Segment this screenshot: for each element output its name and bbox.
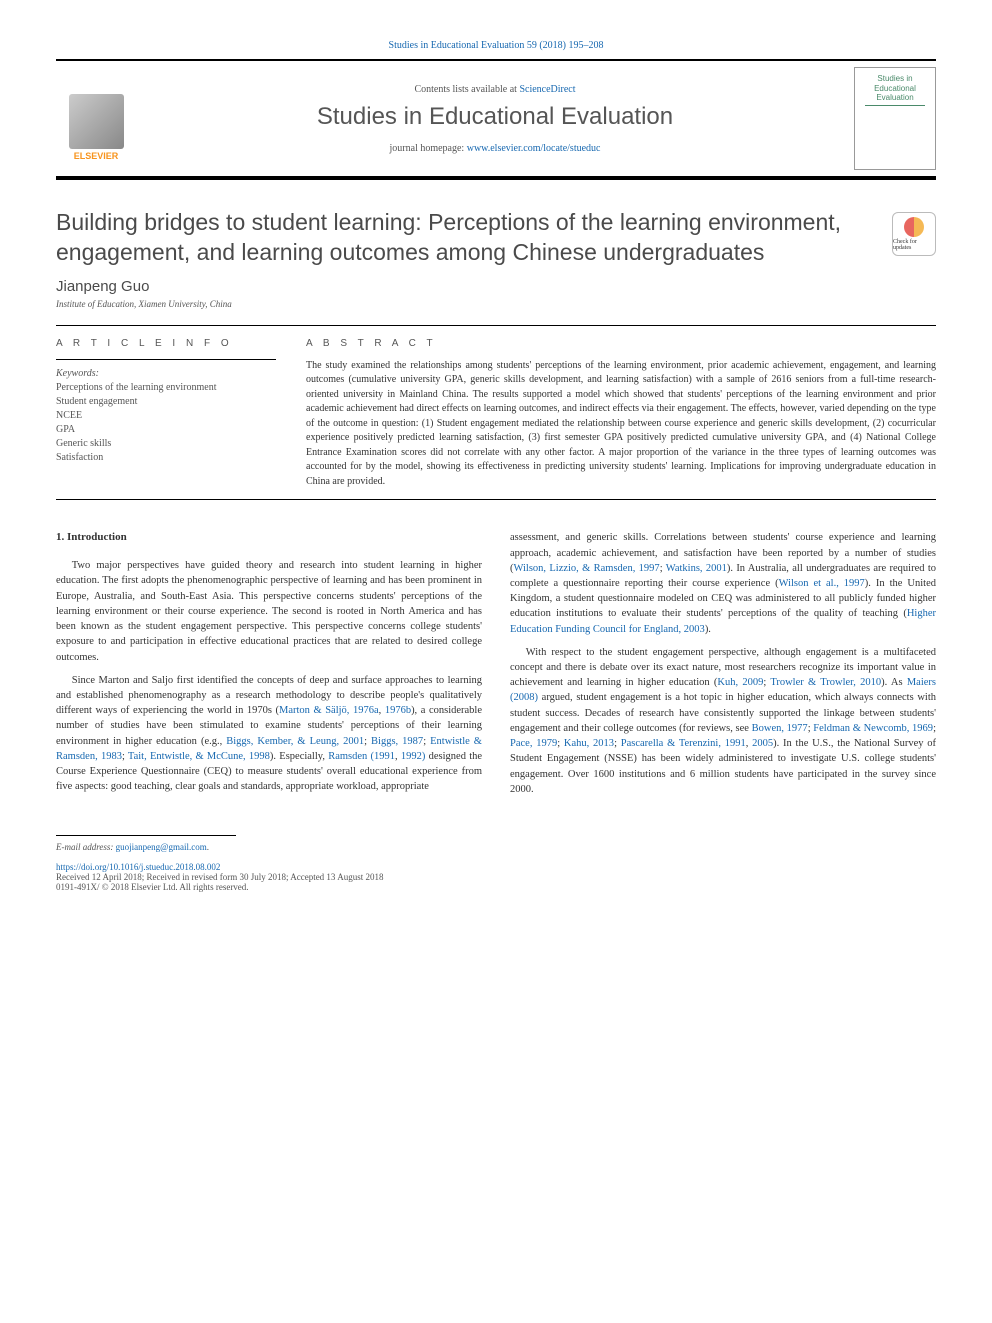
cite-biggs-2001[interactable]: Biggs, Kember, & Leung, 2001 [226, 736, 364, 747]
cite-marton-1976a[interactable]: Marton & Säljö, 1976a [279, 705, 379, 716]
crossmark-icon [904, 217, 924, 237]
author-email[interactable]: guojianpeng@gmail.com [116, 842, 207, 852]
email-line: E-mail address: guojianpeng@gmail.com. [56, 842, 936, 852]
cite-pace-1979[interactable]: Pace, 1979 [510, 738, 557, 749]
intro-p2: Since Marton and Saljo first identified … [56, 673, 482, 795]
email-label: E-mail address: [56, 842, 116, 852]
homepage-link[interactable]: www.elsevier.com/locate/stueduc [467, 143, 601, 154]
footer-divider [56, 835, 236, 836]
cite-ramsden-1992[interactable]: 1992) [401, 751, 426, 762]
intro-p1: Two major perspectives have guided theor… [56, 558, 482, 665]
cover-divider [865, 105, 925, 106]
cite-trowler-2010[interactable]: Trowler & Trowler, 2010 [770, 677, 881, 688]
article-info-heading: A R T I C L E I N F O [56, 338, 276, 349]
sciencedirect-link[interactable]: ScienceDirect [519, 84, 575, 95]
cite-ramsden-1991[interactable]: Ramsden (1991 [328, 751, 395, 762]
author-name: Jianpeng Guo [56, 278, 936, 295]
intro-p2-continued: assessment, and generic skills. Correlat… [510, 530, 936, 637]
cite-watkins-2001[interactable]: Watkins, 2001 [666, 563, 727, 574]
keywords-list: Perceptions of the learning environment … [56, 381, 276, 465]
crossmark-label: Check for updates [893, 239, 935, 251]
cite-wilson-1997[interactable]: Wilson, Lizzio, & Ramsden, 1997 [514, 563, 660, 574]
cite-marton-1976b[interactable]: 1976b [385, 705, 411, 716]
doi-link[interactable]: https://doi.org/10.1016/j.stueduc.2018.0… [56, 862, 936, 872]
divider-bottom [56, 499, 936, 500]
contents-prefix: Contents lists available at [414, 84, 519, 95]
author-affiliation: Institute of Education, Xiamen Universit… [56, 299, 936, 309]
body-left-column: 1. Introduction Two major perspectives h… [56, 530, 482, 805]
abstract-text: The study examined the relationships amo… [306, 359, 936, 490]
cite-bowen-1977[interactable]: Bowen, 1977 [752, 723, 808, 734]
cover-title-2: Educational [874, 84, 916, 94]
divider-top [56, 325, 936, 326]
body-two-column: 1. Introduction Two major perspectives h… [56, 530, 936, 805]
journal-header: ELSEVIER Contents lists available at Sci… [56, 59, 936, 180]
section-1-heading: 1. Introduction [56, 530, 482, 546]
abstract-column: A B S T R A C T The study examined the r… [306, 338, 936, 490]
cite-kuh-2009[interactable]: Kuh, 2009 [717, 677, 763, 688]
cite-feldman-1969[interactable]: Feldman & Newcomb, 1969 [813, 723, 933, 734]
intro-p3: With respect to the student engagement p… [510, 645, 936, 797]
header-center: Contents lists available at ScienceDirec… [136, 84, 854, 154]
info-divider [56, 359, 276, 360]
keywords-label: Keywords: [56, 368, 276, 379]
received-dates: Received 12 April 2018; Received in revi… [56, 872, 936, 882]
crossmark-badge[interactable]: Check for updates [892, 212, 936, 256]
journal-cover-thumbnail[interactable]: Studies in Educational Evaluation [854, 67, 936, 170]
journal-name: Studies in Educational Evaluation [136, 103, 854, 131]
contents-available-line: Contents lists available at ScienceDirec… [136, 84, 854, 95]
article-info-column: A R T I C L E I N F O Keywords: Percepti… [56, 338, 276, 490]
elsevier-logo[interactable]: ELSEVIER [56, 76, 136, 161]
cite-pascarella-2005[interactable]: 2005 [752, 738, 773, 749]
cite-tait-1998[interactable]: Tait, Entwistle, & McCune, 1998 [128, 751, 270, 762]
abstract-heading: A B S T R A C T [306, 338, 936, 349]
cover-title-1: Studies in [877, 74, 912, 84]
top-citation[interactable]: Studies in Educational Evaluation 59 (20… [56, 40, 936, 51]
cite-pascarella-1991[interactable]: Pascarella & Terenzini, 1991 [621, 738, 746, 749]
issn-copyright: 0191-491X/ © 2018 Elsevier Ltd. All righ… [56, 882, 936, 892]
cite-wilson-et-al-1997[interactable]: Wilson et al., 1997 [779, 578, 865, 589]
cite-kahu-2013[interactable]: Kahu, 2013 [564, 738, 614, 749]
cover-title-3: Evaluation [876, 93, 913, 103]
homepage-prefix: journal homepage: [390, 143, 467, 154]
body-right-column: assessment, and generic skills. Correlat… [510, 530, 936, 805]
page-footer: E-mail address: guojianpeng@gmail.com. h… [56, 835, 936, 892]
elsevier-label: ELSEVIER [74, 151, 119, 161]
article-title: Building bridges to student learning: Pe… [56, 208, 872, 268]
journal-homepage-line: journal homepage: www.elsevier.com/locat… [136, 143, 854, 154]
cite-biggs-1987[interactable]: Biggs, 1987 [371, 736, 423, 747]
elsevier-tree-icon [69, 94, 124, 149]
